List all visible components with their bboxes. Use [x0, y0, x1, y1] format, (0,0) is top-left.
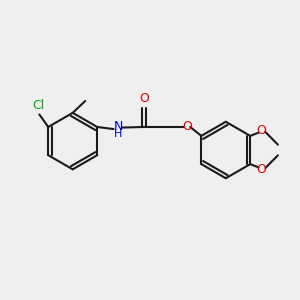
Text: H: H — [114, 129, 122, 139]
Text: O: O — [256, 124, 266, 137]
Text: O: O — [139, 92, 149, 105]
Text: Cl: Cl — [32, 98, 44, 112]
Text: O: O — [182, 121, 192, 134]
Text: O: O — [256, 163, 266, 176]
Text: N: N — [113, 121, 123, 134]
